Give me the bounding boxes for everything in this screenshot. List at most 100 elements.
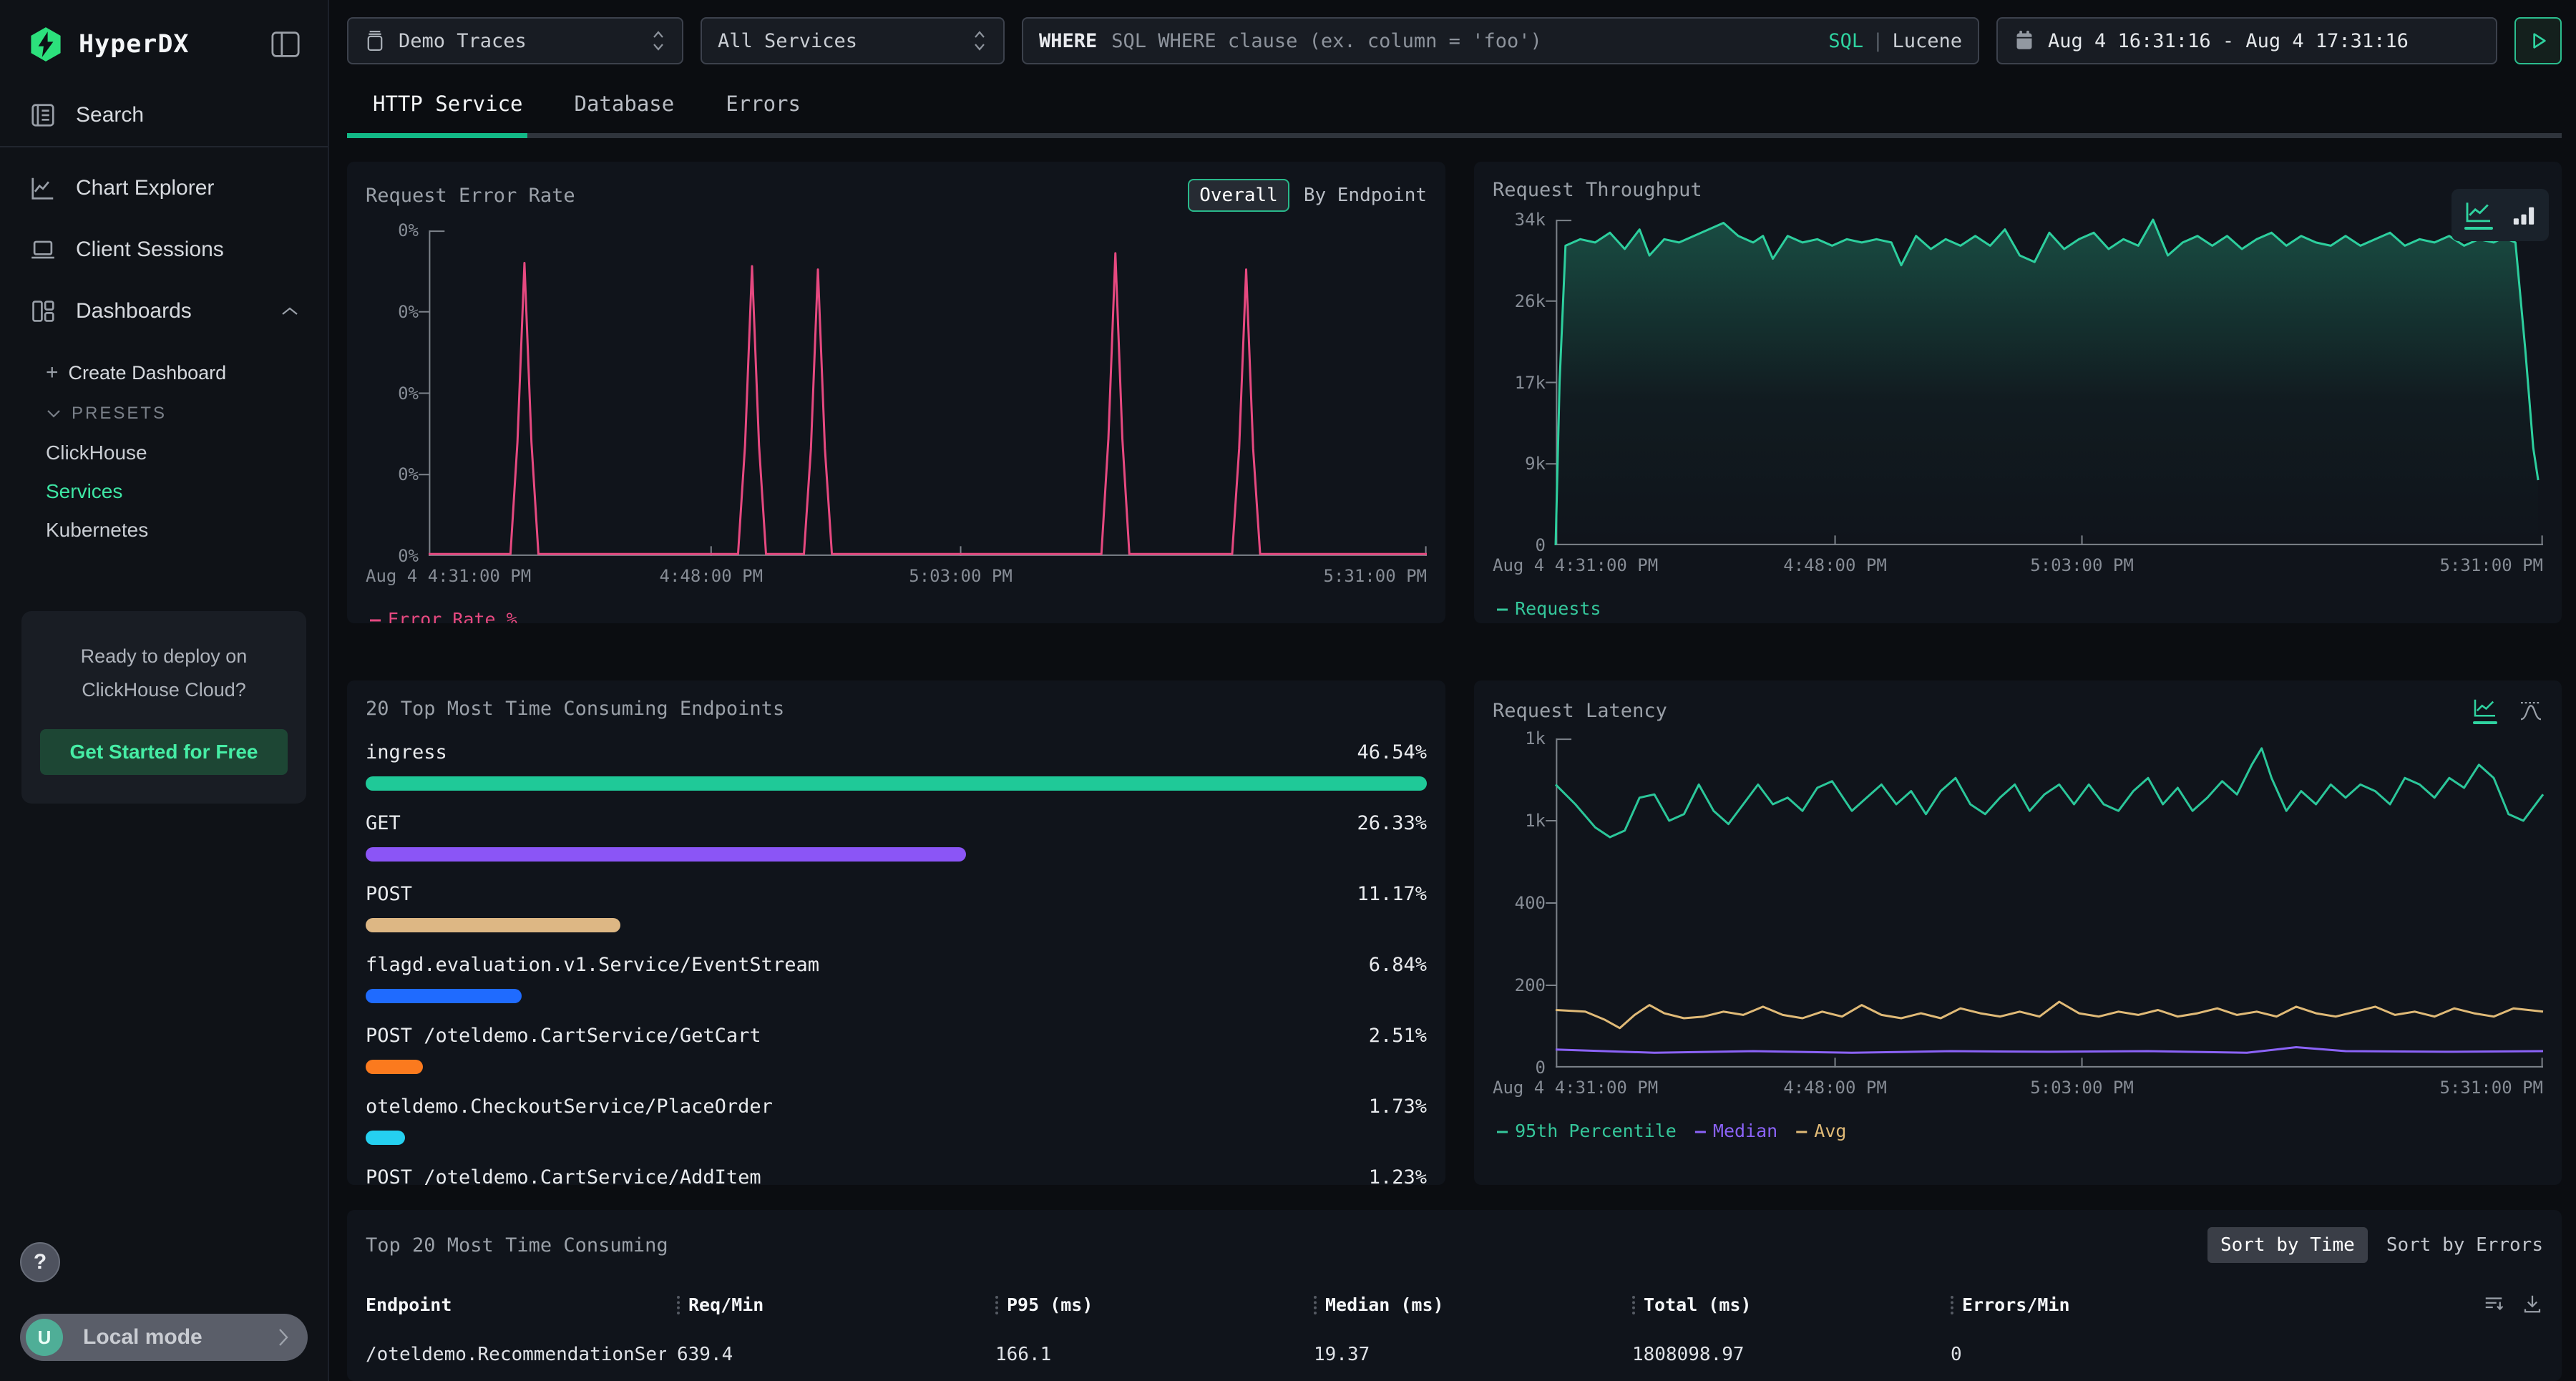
plus-icon: + [46,361,59,385]
service-select[interactable]: All Services [701,17,1005,64]
cell-endpoint: /oteldemo.RecommendationServ [366,1344,666,1365]
table-rows-icon[interactable] [2483,1293,2504,1314]
cell-errors-min: 0 [1951,1344,2543,1365]
avatar: U [26,1319,63,1356]
x-axis-labels: Aug 4 4:31:00 PM 4:48:00 PM 5:03:00 PM 5… [1556,551,2543,580]
sidebar-item-dashboards[interactable]: Dashboards [0,280,328,342]
promo-text-line2: ClickHouse Cloud? [40,673,288,707]
sort-by-errors-button[interactable]: Sort by Errors [2386,1234,2543,1256]
sort-by-time-button[interactable]: Sort by Time [2207,1227,2368,1263]
line-chart-icon[interactable] [2464,200,2493,230]
run-query-button[interactable] [2514,17,2562,64]
table-header-row: Endpoint Req/Min P95 (ms) Median (ms) To… [366,1294,2543,1315]
sidebar-item-clickhouse[interactable]: ClickHouse [46,434,328,472]
endpoint-list-item[interactable]: POST /oteldemo.CartService/AddItem1.23% [366,1166,1427,1185]
cell-p95: 166.1 [995,1344,1314,1365]
endpoint-list-item[interactable]: POST11.17% [366,883,1427,932]
bar-chart-icon[interactable] [2512,204,2536,227]
database-icon [364,29,386,52]
download-icon[interactable] [2522,1293,2543,1314]
endpoint-list-item[interactable]: flagd.evaluation.v1.Service/EventStream6… [366,954,1427,1003]
lang-divider: | [1872,30,1883,52]
line-chart-icon[interactable] [2473,698,2497,724]
panel-top-20-table: Top 20 Most Time Consuming Sort by Time … [347,1210,2562,1381]
chart-type-toolbar [2451,189,2549,241]
sidebar-item-services[interactable]: Services [46,472,328,511]
histogram-icon[interactable] [2519,701,2543,721]
chevron-up-icon [280,306,299,317]
tab-http-service[interactable]: HTTP Service [347,77,549,133]
local-mode-label: Local mode [83,1325,203,1350]
create-dashboard-button[interactable]: + Create Dashboard [46,352,328,394]
tab-database[interactable]: Database [549,77,701,133]
column-drag-handle[interactable] [1632,1296,1635,1314]
clickhouse-cloud-promo: Ready to deploy on ClickHouse Cloud? Get… [21,611,306,804]
help-button[interactable]: ? [20,1242,60,1282]
column-drag-handle[interactable] [995,1296,998,1314]
presets-toggle[interactable]: PRESETS [46,394,328,434]
dashboards-icon [29,298,57,325]
sidebar-item-search[interactable]: Search [0,84,328,146]
panel-request-throughput: Request Throughput 34k 26k 17k 9k 0 [1474,162,2562,623]
overall-toggle-button[interactable]: Overall [1188,179,1289,212]
panel-title: Request Error Rate [366,185,575,207]
laptop-icon [29,236,57,263]
legend-error-rate: —Error Rate % [370,609,517,623]
x-axis-labels: Aug 4 4:31:00 PM 4:48:00 PM 5:03:00 PM 5… [1556,1073,2543,1102]
sidebar-item-chart-explorer[interactable]: Chart Explorer [0,157,328,219]
endpoint-bar [366,918,620,932]
presets-label: PRESETS [72,404,167,424]
cell-total: 1808098.97 [1632,1344,1951,1365]
sidebar: HyperDX Search Chart Explorer Client Ses… [0,0,329,1381]
column-drag-handle[interactable] [1314,1296,1317,1314]
panel-title: 20 Top Most Time Consuming Endpoints [366,698,784,720]
endpoint-bar [366,1060,423,1074]
sidebar-item-label: Client Sessions [76,238,224,262]
promo-text-line1: Ready to deploy on [40,640,288,673]
source-select-value: Demo Traces [399,30,527,52]
create-dashboard-label: Create Dashboard [69,362,227,384]
get-started-button[interactable]: Get Started for Free [40,729,288,775]
column-drag-handle[interactable] [1951,1296,1953,1314]
app-title: HyperDX [79,30,190,59]
cell-req-min: 639.4 [677,1344,995,1365]
column-median[interactable]: Median (ms) [1314,1294,1632,1315]
column-total[interactable]: Total (ms) [1632,1294,1951,1315]
sql-mode-button[interactable]: SQL [1828,30,1863,52]
endpoint-list-item[interactable]: oteldemo.CheckoutService/PlaceOrder1.73% [366,1095,1427,1145]
active-tab-indicator [347,133,527,138]
panel-top-endpoints: 20 Top Most Time Consuming Endpoints ing… [347,680,1445,1185]
where-filter[interactable]: WHERE SQL | Lucene [1022,17,1979,64]
sidebar-item-label: Chart Explorer [76,176,214,200]
legend-95th-percentile: —95th Percentile [1497,1121,1677,1141]
chevron-right-icon [276,1326,291,1349]
table-row[interactable]: /oteldemo.RecommendationServ 639.4 166.1… [366,1344,2543,1365]
lucene-mode-button[interactable]: Lucene [1892,30,1962,52]
endpoint-bar [366,776,1427,791]
endpoint-list-item[interactable]: GET26.33% [366,812,1427,862]
local-mode-button[interactable]: U Local mode [20,1314,308,1361]
sidebar-item-client-sessions[interactable]: Client Sessions [0,219,328,280]
sidebar-item-kubernetes[interactable]: Kubernetes [46,511,328,550]
column-endpoint[interactable]: Endpoint [366,1294,677,1315]
calendar-icon [2014,29,2035,52]
x-axis-labels: Aug 4 4:31:00 PM 4:48:00 PM 5:03:00 PM 5… [429,562,1427,590]
panel-title: Request Throughput [1493,179,1702,201]
endpoint-bar [366,1131,405,1145]
endpoint-list-item[interactable]: POST /oteldemo.CartService/GetCart2.51% [366,1025,1427,1074]
column-drag-handle[interactable] [677,1296,680,1314]
sidebar-collapse-icon[interactable] [270,31,301,58]
by-endpoint-toggle-button[interactable]: By Endpoint [1304,185,1427,206]
select-chevrons-icon [972,29,987,53]
column-req-min[interactable]: Req/Min [677,1294,995,1315]
select-chevrons-icon [650,29,666,53]
column-p95[interactable]: P95 (ms) [995,1294,1314,1315]
throughput-chart [1556,220,2543,545]
where-input[interactable] [1111,30,1828,52]
endpoint-list-item[interactable]: ingress46.54% [366,741,1427,791]
source-select[interactable]: Demo Traces [347,17,683,64]
column-errors-min[interactable]: Errors/Min [1951,1294,2543,1315]
time-range-picker[interactable]: Aug 4 16:31:16 - Aug 4 17:31:16 [1996,17,2497,64]
tab-errors[interactable]: Errors [700,77,826,133]
panel-title: Top 20 Most Time Consuming [366,1234,668,1256]
